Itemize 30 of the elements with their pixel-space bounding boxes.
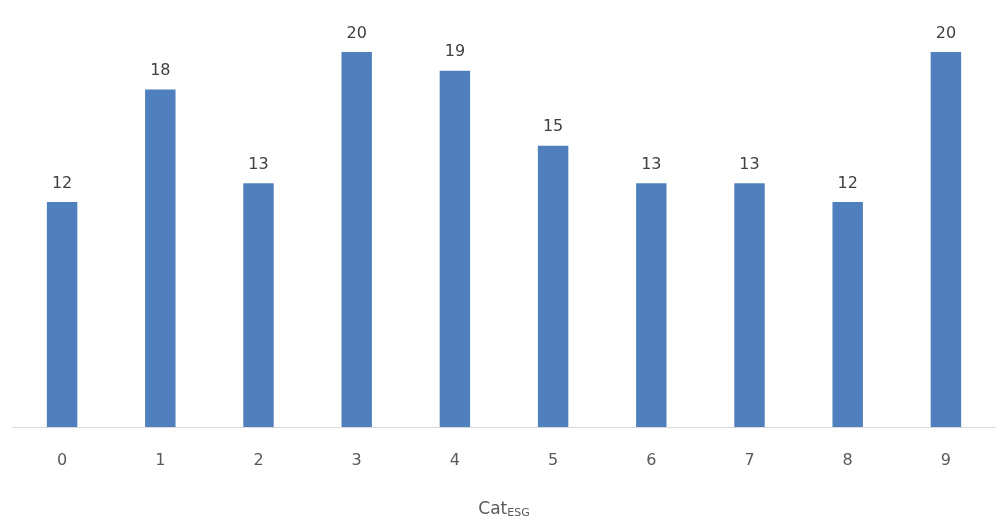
x-tick-label: 4	[449, 449, 460, 469]
data-label: 20	[935, 22, 957, 42]
data-label: 15	[542, 116, 564, 136]
bar	[46, 202, 78, 427]
x-tick-label: 0	[57, 449, 68, 469]
x-tick-label: 7	[744, 449, 755, 469]
data-label: 12	[837, 172, 858, 192]
x-tick-label: 8	[842, 449, 853, 469]
x-tick-label: 3	[351, 449, 362, 469]
data-label: 13	[641, 153, 662, 173]
x-tick-label: 5	[548, 449, 559, 469]
bar	[341, 52, 372, 427]
data-label: 13	[248, 153, 269, 173]
data-label: 20	[346, 22, 367, 42]
bar	[832, 202, 863, 427]
bar	[930, 52, 962, 427]
bar	[145, 89, 176, 427]
data-label: 13	[739, 153, 760, 173]
data-label: 12	[51, 172, 73, 192]
x-tick-label: 6	[646, 449, 657, 469]
bar	[439, 70, 471, 427]
bar	[243, 183, 274, 427]
x-tick-label: 9	[940, 449, 951, 469]
bar	[636, 183, 667, 427]
x-tick-label: 1	[155, 449, 166, 469]
data-label: 19	[444, 41, 466, 61]
x-tick-label: 2	[253, 449, 264, 469]
bar	[734, 183, 765, 427]
data-label: 18	[150, 60, 171, 79]
bar	[537, 145, 569, 427]
